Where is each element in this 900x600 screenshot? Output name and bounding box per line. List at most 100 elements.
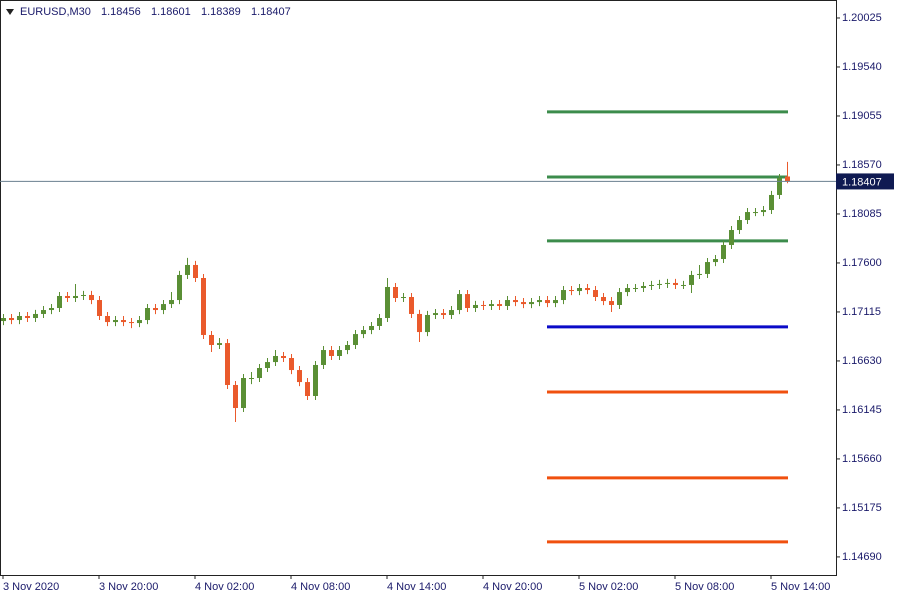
candle-body xyxy=(537,300,542,303)
candle-body xyxy=(681,284,686,286)
candle-body xyxy=(769,194,774,211)
candle-body xyxy=(753,212,758,214)
candle-body xyxy=(89,294,94,301)
y-tick-label: 1.17600 xyxy=(842,257,882,269)
price-label-box xyxy=(836,173,894,190)
y-tick-label: 1.19540 xyxy=(842,61,882,73)
candle-body xyxy=(33,313,38,319)
candle-body xyxy=(273,355,278,363)
candle-body xyxy=(17,315,22,321)
candle-body xyxy=(361,330,366,335)
candle-body xyxy=(737,220,742,231)
candle-body xyxy=(561,290,566,301)
candle-body xyxy=(713,259,718,263)
candle-body xyxy=(409,296,414,314)
ohlc-close: 1.18407 xyxy=(251,6,291,18)
candle-body xyxy=(497,304,502,306)
candle-body xyxy=(433,313,438,315)
x-tick-label: 4 Nov 08:00 xyxy=(291,581,350,593)
x-tick-label: 5 Nov 14:00 xyxy=(771,581,830,593)
candle-body xyxy=(729,230,734,245)
candle-body xyxy=(73,295,78,299)
candle-body xyxy=(113,320,118,323)
candle-body xyxy=(313,364,318,396)
candle-body xyxy=(569,290,574,292)
candle-body xyxy=(25,315,30,319)
candle-body xyxy=(9,318,14,321)
candle-body xyxy=(169,300,174,305)
symbol-label: EURUSD,M30 xyxy=(20,6,91,18)
candle-body xyxy=(449,310,454,315)
candle-body xyxy=(609,301,614,305)
candle-body xyxy=(377,318,382,326)
plot-frame xyxy=(0,0,837,576)
candle-body xyxy=(257,368,262,379)
y-tick-label: 1.15660 xyxy=(842,453,882,465)
candle-body xyxy=(337,350,342,356)
candle-body xyxy=(441,313,446,315)
candle-body xyxy=(369,325,374,331)
candle-body xyxy=(249,378,254,380)
candle-body xyxy=(193,264,198,279)
candle-body xyxy=(185,264,190,275)
candle-body xyxy=(289,358,294,371)
x-tick-label: 5 Nov 02:00 xyxy=(579,581,638,593)
candle-body xyxy=(593,290,598,297)
candle-body xyxy=(129,322,134,324)
candle-body xyxy=(385,286,390,319)
candle-body xyxy=(297,370,302,383)
y-tick-label: 1.18570 xyxy=(842,159,882,171)
x-tick-label: 3 Nov 2020 xyxy=(3,581,59,593)
candle-body xyxy=(489,304,494,306)
y-tick-label: 1.15175 xyxy=(842,502,882,514)
candle-body xyxy=(393,286,398,299)
candle-body xyxy=(217,343,222,345)
candle-body xyxy=(161,304,166,311)
candle-body xyxy=(97,300,102,316)
candle-body xyxy=(137,320,142,324)
candle-body xyxy=(665,282,670,284)
candle-body xyxy=(1,318,6,322)
candle-body xyxy=(49,308,54,311)
ohlc-high: 1.18601 xyxy=(151,6,191,18)
y-tick-label: 1.18085 xyxy=(842,208,882,220)
candle-body xyxy=(641,285,646,289)
y-tick-label: 1.14690 xyxy=(842,551,882,563)
candle-body xyxy=(121,320,126,323)
price-label: 1.18407 xyxy=(842,176,882,188)
candle-body xyxy=(353,334,358,345)
candle-body xyxy=(105,315,110,323)
candle-body xyxy=(201,278,206,335)
candle-body xyxy=(601,296,606,302)
candle-body xyxy=(401,296,406,299)
x-tick-label: 5 Nov 08:00 xyxy=(675,581,734,593)
candle-body xyxy=(673,282,678,285)
x-tick-label: 4 Nov 20:00 xyxy=(483,581,542,593)
ohlc-open: 1.18456 xyxy=(101,6,141,18)
menu-arrow[interactable] xyxy=(6,9,14,15)
ohlc-low: 1.18389 xyxy=(201,6,241,18)
candle-body xyxy=(705,262,710,274)
candle-body xyxy=(329,350,334,356)
y-tick-label: 1.16630 xyxy=(842,355,882,367)
candle-body xyxy=(697,273,702,275)
candle-body xyxy=(785,176,790,182)
candle-body xyxy=(657,283,662,285)
candle-body xyxy=(617,292,622,305)
candle-body xyxy=(425,314,430,333)
candle-body xyxy=(265,362,270,369)
candle-body xyxy=(321,350,326,365)
y-tick-label: 1.16145 xyxy=(842,404,882,416)
x-tick-label: 3 Nov 20:00 xyxy=(99,581,158,593)
candle-body xyxy=(177,274,182,301)
candle-body xyxy=(57,295,62,309)
candle-body xyxy=(345,344,350,351)
candle-body xyxy=(465,294,470,309)
candle-body xyxy=(225,343,230,385)
y-tick-label: 1.17115 xyxy=(842,306,881,318)
candle-body xyxy=(625,288,630,293)
candle-body xyxy=(305,382,310,396)
candle-body xyxy=(233,384,238,409)
candle-body xyxy=(513,300,518,303)
